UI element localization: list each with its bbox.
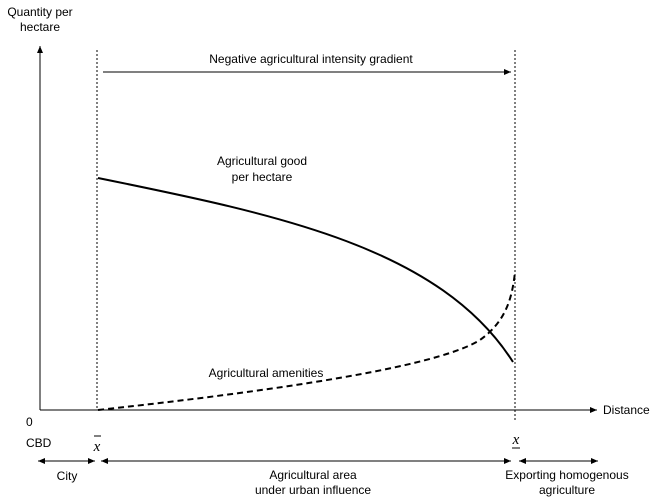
- agricultural-amenities-curve: [97, 271, 516, 411]
- y-axis-label-line2: hectare: [20, 20, 60, 34]
- city-label: City: [57, 469, 78, 483]
- export-label-line2: agriculture: [539, 483, 595, 497]
- good-label-line1: Agricultural good: [217, 154, 307, 168]
- good-label-line2: per hectare: [232, 170, 293, 184]
- area-label-line1: Agricultural area: [269, 468, 357, 482]
- cbd-label: CBD: [26, 436, 52, 450]
- gradient-label: Negative agricultural intensity gradient: [209, 52, 413, 66]
- export-label-line1: Exporting homogenous: [505, 468, 628, 482]
- amenities-label: Agricultural amenities: [209, 366, 324, 380]
- x-underbar-symbol: x: [512, 432, 520, 448]
- x-bar-symbol: x: [93, 439, 101, 455]
- x-axis-label: Distance: [603, 403, 650, 417]
- y-axis-label-line1: Quantity per: [7, 5, 72, 19]
- area-label-line2: under urban influence: [255, 483, 371, 497]
- agricultural-good-curve: [97, 177, 514, 363]
- origin-label: 0: [26, 415, 33, 429]
